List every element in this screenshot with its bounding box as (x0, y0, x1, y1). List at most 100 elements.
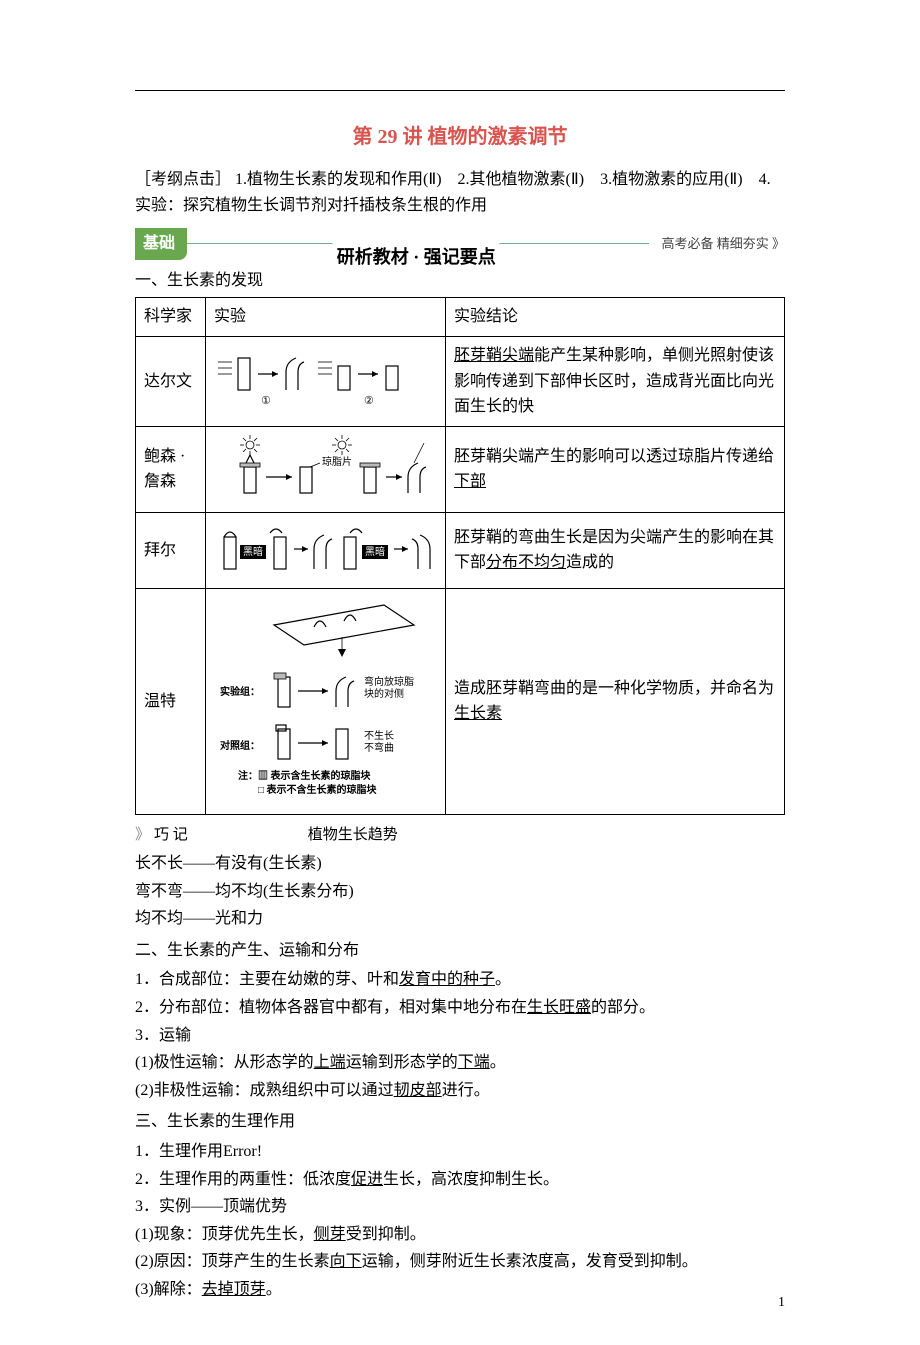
th-conclusion: 实验结论 (446, 298, 785, 337)
b1: 1．合成部位：主要在幼嫩的芽、叶和发育中的种子。 (135, 967, 785, 993)
conclusion-cell: 胚芽鞘尖端能产生某种影响，单侧光照射使该影响传递到下部伸长区时，造成背光面比向光… (446, 336, 785, 426)
memo-row: 》 巧 记 植物生长趋势 (135, 823, 785, 847)
label-1: ① (261, 395, 271, 407)
underline-text: 上端 (314, 1054, 346, 1071)
table-row: 鲍森 · 詹森 琼脂片 (136, 426, 785, 512)
agar-label: 琼脂片 (322, 455, 352, 468)
c33: (3)解除：去掉顶芽。 (135, 1277, 785, 1303)
top-rule (135, 90, 785, 91)
experiment-diagram-boysen: 琼脂片 (206, 426, 446, 512)
text: (2)原因：顶芽产生的生长素 (135, 1253, 330, 1270)
section-banner: 基础 研析教材 · 强记要点 高考必备 精细夯实 》 (135, 228, 785, 260)
label-2: ② (364, 395, 374, 407)
conc-text: 胚芽鞘尖端 (454, 347, 534, 364)
scientist-cell: 温特 (136, 588, 206, 814)
th-scientist: 科学家 (136, 298, 206, 337)
scientist-text: 鲍森 · 詹森 (144, 448, 185, 491)
text: 1．合成部位：主要在幼嫩的芽、叶和 (135, 971, 399, 988)
b32: (2)非极性运输：成熟组织中可以通过韧皮部进行。 (135, 1078, 785, 1104)
memo-line: 长不长——有没有(生长素) (135, 851, 785, 877)
scientist-cell: 达尔文 (136, 336, 206, 426)
text: (2)非极性运输：成熟组织中可以通过 (135, 1082, 394, 1099)
b2: 2．分布部位：植物体各器官中都有，相对集中地分布在生长旺盛的部分。 (135, 995, 785, 1021)
memo-title: 植物生长趋势 (308, 823, 398, 847)
table-row: 温特 实验组： 弯向放琼脂 块的对侧 对照组： (136, 588, 785, 814)
svg-text:黑暗: 黑暗 (243, 545, 263, 558)
c3: 3．实例——顶端优势 (135, 1194, 785, 1220)
c2: 2．生理作用的两重性：低浓度促进生长，高浓度抑制生长。 (135, 1167, 785, 1193)
text: 的部分。 (591, 999, 655, 1016)
conclusion-cell: 胚芽鞘尖端产生的影响可以透过琼脂片传递给下部 (446, 426, 785, 512)
underline-text: 侧芽 (314, 1226, 346, 1243)
underline-text: 向下 (330, 1253, 362, 1270)
conclusion-cell: 造成胚芽鞘弯曲的是一种化学物质，并命名为生长素 (446, 588, 785, 814)
note-line1: 注：▥ 表示含生长素的琼脂块 (238, 769, 371, 782)
section-c-heading: 三、生长素的生理作用 (135, 1109, 785, 1135)
text: 受到抑制。 (346, 1226, 426, 1243)
text: (3)解除： (135, 1281, 202, 1298)
c1: 1．生理作用Error! (135, 1139, 785, 1165)
boysen-svg: 琼脂片 (214, 433, 434, 503)
experiment-diagram-darwin: ① ② (206, 336, 446, 426)
scientist-cell: 鲍森 · 詹森 (136, 426, 206, 512)
went-svg: 实验组： 弯向放琼脂 块的对侧 对照组： 不生长 不弯曲 (214, 595, 434, 805)
text: 2．生理作用的两重性：低浓度 (135, 1171, 351, 1188)
label-nogrow: 不生长 (364, 729, 394, 742)
section-b-heading: 二、生长素的产生、运输和分布 (135, 938, 785, 964)
conc-text: 分布不均匀 (486, 554, 566, 571)
svg-text:黑暗: 黑暗 (365, 545, 385, 558)
memo-label: 巧 记 (154, 823, 188, 847)
conc-text: 生长素 (454, 705, 502, 722)
c32: (2)原因：顶芽产生的生长素向下运输，侧芽附近生长素浓度高，发育受到抑制。 (135, 1249, 785, 1275)
b31: (1)极性运输：从形态学的上端运输到形态学的下端。 (135, 1050, 785, 1076)
label-bend2: 块的对侧 (364, 687, 404, 700)
label-bend: 弯向放琼脂 (364, 675, 414, 688)
table-row: 达尔文 ① ② 胚芽鞘尖 (136, 336, 785, 426)
table-row: 拜尔 黑暗 黑暗 胚芽鞘的弯曲生长是因为尖端 (136, 512, 785, 588)
text: 进行。 (442, 1082, 490, 1099)
page-number: 1 (778, 1292, 785, 1314)
underline-text: 去掉顶芽 (202, 1281, 266, 1298)
banner-line: 研析教材 · 强记要点 (183, 243, 649, 244)
experiment-diagram-went: 实验组： 弯向放琼脂 块的对侧 对照组： 不生长 不弯曲 (206, 588, 446, 814)
conc-text: 胚芽鞘尖端产生的影响可以透过琼脂片传递给 (454, 448, 774, 465)
text: 运输，侧芽附近生长素浓度高，发育受到抑制。 (362, 1253, 698, 1270)
conc-text: 造成的 (566, 554, 614, 571)
text: 2．分布部位：植物体各器官中都有，相对集中地分布在 (135, 999, 527, 1016)
label-ctrl-group: 对照组： (220, 739, 260, 752)
exam-outline: ［考纲点击］ 1.植物生长素的发现和作用(Ⅱ) 2.其他植物激素(Ⅱ) 3.植物… (135, 167, 785, 218)
banner-right: 高考必备 精细夯实 》 (653, 234, 785, 255)
memo-line: 均不均——光和力 (135, 906, 785, 932)
experiment-diagram-paal: 黑暗 黑暗 (206, 512, 446, 588)
b3: 3．运输 (135, 1023, 785, 1049)
underline-text: 促进 (351, 1171, 383, 1188)
memo-line: 弯不弯——均不均(生长素分布) (135, 879, 785, 905)
underline-text: 生长旺盛 (527, 999, 591, 1016)
paal-svg: 黑暗 黑暗 (214, 519, 434, 579)
underline-text: 下端 (458, 1054, 490, 1071)
experiments-table: 科学家 实验 实验结论 达尔文 ① (135, 297, 785, 815)
conc-text: 造成胚芽鞘弯曲的是一种化学物质，并命名为 (454, 680, 774, 697)
outline-label: ［考纲点击］ (135, 171, 231, 188)
label-exp-group: 实验组： (220, 685, 260, 698)
conclusion-cell: 胚芽鞘的弯曲生长是因为尖端产生的影响在其下部分布不均匀造成的 (446, 512, 785, 588)
note-line2: □ 表示不含生长素的琼脂块 (258, 783, 378, 796)
text: 运输到形态学的 (346, 1054, 458, 1071)
conc-text: 下部 (454, 473, 486, 490)
table-header-row: 科学家 实验 实验结论 (136, 298, 785, 337)
darwin-svg: ① ② (214, 350, 414, 410)
underline-text: 发育中的种子 (399, 971, 495, 988)
label-nobend: 不弯曲 (364, 741, 394, 754)
th-experiment: 实验 (206, 298, 446, 337)
text: 。 (495, 971, 511, 988)
text: (1)极性运输：从形态学的 (135, 1054, 314, 1071)
chevron-right-icon: 》 (135, 823, 148, 847)
banner-center: 研析教材 · 强记要点 (333, 243, 500, 272)
c31: (1)现象：顶芽优先生长，侧芽受到抑制。 (135, 1222, 785, 1248)
text: (1)现象：顶芽优先生长， (135, 1226, 314, 1243)
banner-badge: 基础 (135, 228, 187, 260)
text: 生长，高浓度抑制生长。 (383, 1171, 559, 1188)
scientist-cell: 拜尔 (136, 512, 206, 588)
text: 。 (490, 1054, 506, 1071)
outline-items: 1.植物生长素的发现和作用(Ⅱ) 2.其他植物激素(Ⅱ) 3.植物激素的应用(Ⅱ… (135, 171, 771, 214)
